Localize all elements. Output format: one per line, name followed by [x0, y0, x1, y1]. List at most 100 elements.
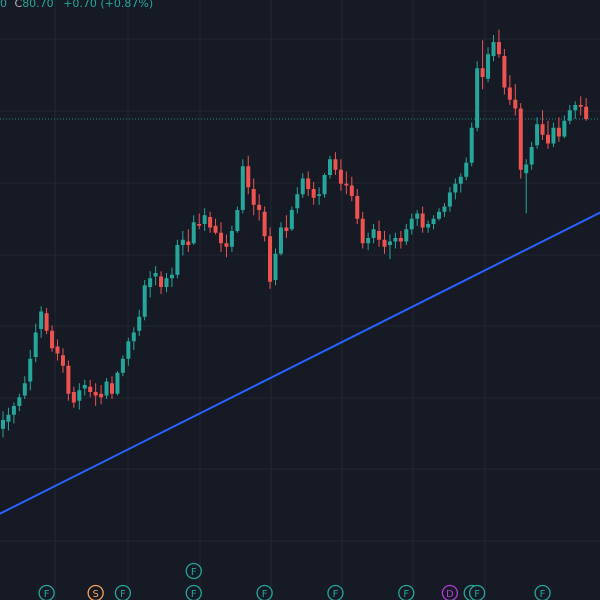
candle-body-up — [404, 229, 409, 242]
candle-body-up — [409, 218, 414, 230]
earnings-event-label: F — [474, 589, 480, 600]
candle-body-up — [164, 278, 169, 287]
split-event-label: S — [92, 589, 98, 600]
candle-body-up — [235, 210, 240, 231]
earnings-event-marker — [256, 584, 273, 600]
candle-body-up — [17, 397, 22, 406]
candle-body-down — [306, 178, 311, 189]
candle-body-up — [82, 385, 87, 389]
candle-body-up — [562, 120, 567, 137]
candle-body-up — [486, 54, 491, 79]
candle-body-up — [437, 211, 441, 219]
candle-body-up — [551, 127, 556, 144]
dividend-event-label: D — [446, 589, 454, 600]
candle-body-up — [169, 274, 174, 279]
candle-body-up — [322, 175, 327, 195]
candle-body-down — [546, 134, 550, 144]
candle-body-down — [110, 383, 114, 394]
candle-body-up — [115, 372, 120, 394]
candle-body-down — [284, 227, 289, 231]
candle-body-up — [137, 316, 142, 331]
candle-body-down — [197, 224, 202, 226]
candle-body-down — [382, 239, 387, 247]
earnings-event-marker — [327, 584, 344, 600]
candle-body-up — [104, 381, 109, 396]
candle-body-down — [333, 159, 338, 170]
candle-body-up — [77, 390, 82, 401]
candle-body-down — [208, 217, 213, 228]
candle-body-up — [328, 159, 332, 175]
candle-body-down — [224, 243, 229, 247]
candle-body-up — [573, 105, 578, 111]
earnings-event-marker — [398, 584, 415, 600]
candle-body-down — [507, 87, 512, 100]
candle-body-down — [344, 183, 349, 186]
candle-body-down — [377, 231, 382, 240]
candle-body-up — [120, 358, 125, 373]
candle-body-down — [584, 106, 589, 119]
candle-body-up — [431, 218, 436, 224]
candle-body-up — [191, 222, 196, 244]
candle-body-up — [202, 215, 207, 224]
candle-body-down — [540, 124, 545, 135]
earnings-event-label: F — [403, 589, 409, 600]
candle-body-down — [556, 127, 561, 137]
candle-body-down — [246, 166, 251, 188]
candle-body-up — [366, 238, 371, 244]
earnings-event-label: F — [120, 589, 126, 600]
earnings-event-marker — [185, 562, 202, 580]
candle-body-up — [39, 311, 44, 329]
candle-body-down — [578, 105, 583, 107]
candle-body-down — [50, 330, 55, 349]
candle-body-down — [251, 189, 256, 205]
candle-body-down — [55, 346, 60, 354]
candle-body-down — [66, 365, 71, 394]
candle-body-up — [475, 68, 480, 128]
candle-body-up — [447, 192, 452, 207]
candle-body-down — [496, 42, 501, 55]
candle-body-down — [513, 99, 518, 109]
candle-body-up — [317, 194, 322, 196]
candle-body-up — [371, 229, 376, 238]
candle-body-down — [44, 313, 49, 331]
earnings-event-label: F — [191, 589, 197, 600]
legend-change: +0.70 (+0.87%) — [63, 0, 154, 10]
candle-body-down — [502, 56, 507, 88]
ohlc-legend: 0 C80.70 +0.70 (+0.87%) — [0, 0, 153, 10]
candle-body-up — [153, 273, 158, 277]
legend-open-tail: 0 — [0, 0, 7, 10]
candle-body-up — [535, 124, 540, 146]
candle-body-up — [240, 166, 245, 210]
trendline — [0, 211, 600, 515]
candle-body-up — [33, 332, 38, 357]
candle-body-down — [360, 218, 365, 244]
candle-body-up — [175, 245, 180, 275]
earnings-event-label: F — [540, 589, 546, 600]
earnings-event-marker — [185, 584, 202, 600]
legend-close-label: C — [14, 0, 23, 10]
candle-body-up — [529, 147, 534, 165]
candle-body-down — [398, 238, 403, 242]
earnings-event-label: F — [44, 589, 50, 600]
legend-close-value: 80.70 — [22, 0, 54, 10]
candle-body-up — [393, 238, 398, 242]
split-event-marker — [87, 584, 104, 600]
candle-body-up — [148, 278, 153, 287]
candle-body-up — [180, 239, 185, 245]
candle-body-up — [278, 227, 283, 254]
candle-body-down — [93, 392, 98, 396]
candle-body-up — [464, 162, 469, 177]
candle-body-up — [491, 42, 496, 56]
candle-body-down — [268, 236, 273, 282]
earnings-event-label: F — [333, 589, 339, 600]
candle-body-up — [469, 127, 474, 163]
candle-body-down — [480, 68, 485, 77]
candle-body-down — [71, 392, 76, 403]
candle-body-down — [213, 225, 218, 233]
earnings-event-marker — [469, 584, 486, 600]
candle-body-up — [458, 176, 463, 184]
earnings-event-label: F — [191, 567, 197, 578]
candle-body-down — [420, 213, 425, 228]
